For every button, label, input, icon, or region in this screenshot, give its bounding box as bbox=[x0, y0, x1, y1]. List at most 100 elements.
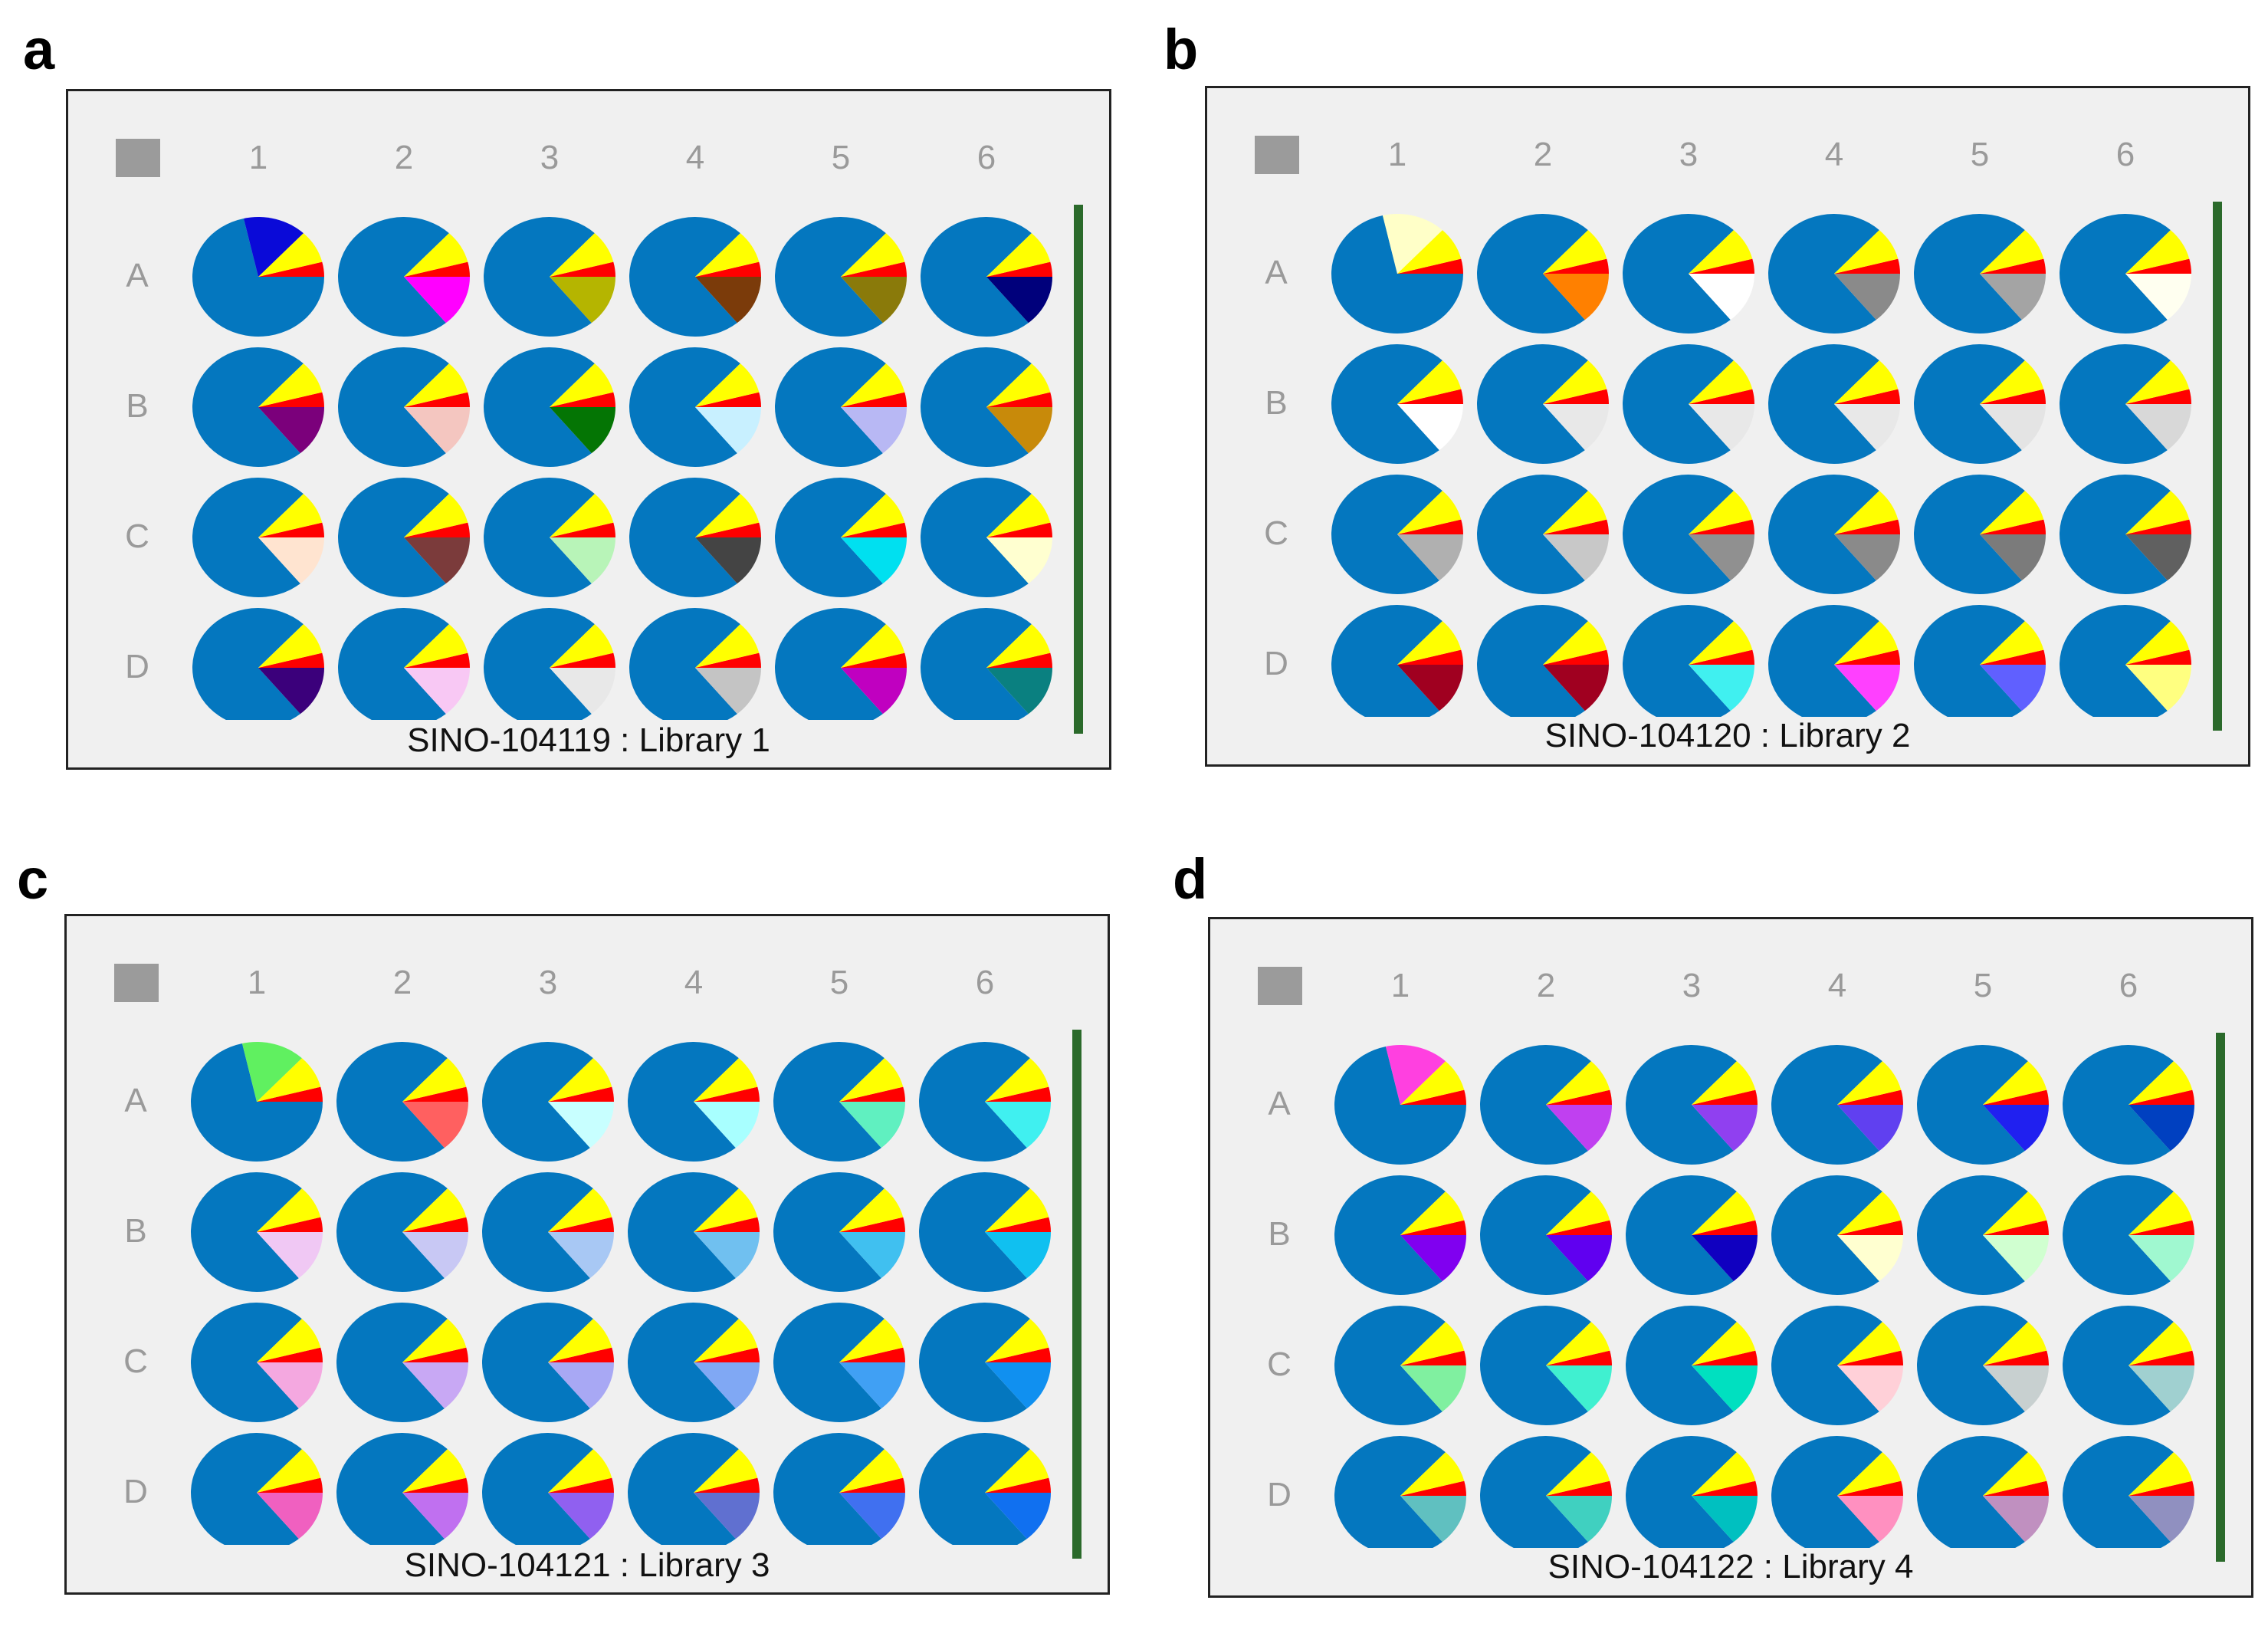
well-A3[interactable] bbox=[482, 1042, 614, 1162]
well-D1[interactable] bbox=[192, 608, 324, 720]
well-B6[interactable] bbox=[919, 1172, 1051, 1292]
well-C2[interactable] bbox=[1477, 475, 1609, 594]
well-A4[interactable] bbox=[1768, 214, 1900, 334]
well-D2[interactable] bbox=[336, 1433, 468, 1545]
well-B1[interactable] bbox=[1331, 344, 1463, 464]
well-C6[interactable] bbox=[2063, 1306, 2194, 1425]
well-A2[interactable] bbox=[1477, 214, 1609, 334]
pie-sample-slice bbox=[694, 1232, 760, 1279]
well-A2[interactable] bbox=[336, 1042, 468, 1162]
well-D4[interactable] bbox=[1771, 1436, 1903, 1548]
well-D6[interactable] bbox=[919, 1433, 1051, 1545]
well-C5[interactable] bbox=[1917, 1306, 2049, 1425]
well-D1[interactable] bbox=[191, 1433, 323, 1545]
well-B5[interactable] bbox=[773, 1172, 905, 1292]
well-C2[interactable] bbox=[336, 1303, 468, 1422]
well-C4[interactable] bbox=[1768, 475, 1900, 595]
well-B1[interactable] bbox=[192, 347, 324, 467]
well-A6[interactable] bbox=[2060, 213, 2191, 334]
well-C1[interactable] bbox=[192, 478, 324, 597]
well-B3[interactable] bbox=[482, 1172, 614, 1292]
well-D5[interactable] bbox=[1914, 605, 2046, 717]
well-A1[interactable] bbox=[1331, 214, 1463, 334]
well-A6[interactable] bbox=[2063, 1045, 2194, 1165]
pie-red-slice bbox=[1689, 258, 1754, 274]
well-C2[interactable] bbox=[1480, 1306, 1612, 1425]
well-D6[interactable] bbox=[2060, 605, 2191, 717]
well-C4[interactable] bbox=[629, 478, 762, 598]
well-A4[interactable] bbox=[629, 217, 762, 337]
well-B4[interactable] bbox=[1768, 344, 1900, 464]
well-D5[interactable] bbox=[1917, 1436, 2049, 1548]
well-A5[interactable] bbox=[774, 217, 907, 337]
well-B4[interactable] bbox=[627, 1172, 760, 1292]
well-D5[interactable] bbox=[773, 1433, 905, 1545]
well-C2[interactable] bbox=[337, 478, 470, 597]
well-B2[interactable] bbox=[336, 1172, 468, 1292]
well-D2[interactable] bbox=[1480, 1436, 1612, 1548]
well-D6[interactable] bbox=[2063, 1436, 2194, 1548]
well-B3[interactable] bbox=[484, 347, 615, 467]
well-C1[interactable] bbox=[1334, 1306, 1466, 1425]
well-D3[interactable] bbox=[1626, 1436, 1758, 1548]
well-A6[interactable] bbox=[919, 1042, 1051, 1162]
well-A1[interactable] bbox=[1334, 1045, 1466, 1165]
well-D4[interactable] bbox=[629, 608, 762, 720]
well-C1[interactable] bbox=[191, 1303, 323, 1422]
well-A5[interactable] bbox=[1914, 214, 2046, 334]
well-A5[interactable] bbox=[773, 1042, 905, 1162]
column-label: 4 bbox=[685, 139, 705, 176]
well-C4[interactable] bbox=[1771, 1306, 1903, 1425]
well-B1[interactable] bbox=[191, 1172, 323, 1292]
well-D2[interactable] bbox=[1477, 605, 1609, 717]
well-C5[interactable] bbox=[775, 478, 907, 598]
well-D4[interactable] bbox=[1768, 605, 1900, 717]
well-C6[interactable] bbox=[921, 478, 1052, 597]
well-D1[interactable] bbox=[1331, 605, 1463, 717]
well-B5[interactable] bbox=[1917, 1175, 2049, 1295]
well-C5[interactable] bbox=[773, 1303, 905, 1422]
well-A3[interactable] bbox=[1626, 1045, 1758, 1165]
well-A4[interactable] bbox=[627, 1042, 760, 1162]
well-B1[interactable] bbox=[1334, 1175, 1466, 1295]
well-C4[interactable] bbox=[627, 1303, 760, 1422]
well-D2[interactable] bbox=[338, 608, 470, 720]
well-A3[interactable] bbox=[484, 217, 615, 337]
well-A3[interactable] bbox=[1623, 214, 1754, 334]
well-C1[interactable] bbox=[1331, 475, 1463, 594]
well-C6[interactable] bbox=[919, 1303, 1051, 1422]
well-B3[interactable] bbox=[1626, 1175, 1758, 1295]
well-A1[interactable] bbox=[192, 217, 324, 337]
well-B2[interactable] bbox=[337, 347, 470, 467]
well-A5[interactable] bbox=[1917, 1045, 2049, 1165]
well-B6[interactable] bbox=[921, 347, 1052, 467]
well-A2[interactable] bbox=[1480, 1045, 1612, 1165]
pie-sample-slice bbox=[1834, 534, 1900, 581]
well-D1[interactable] bbox=[1334, 1436, 1466, 1548]
well-C6[interactable] bbox=[2060, 475, 2191, 594]
well-A1[interactable] bbox=[191, 1042, 323, 1162]
well-C5[interactable] bbox=[1914, 475, 2046, 595]
well-A2[interactable] bbox=[337, 217, 470, 337]
well-D3[interactable] bbox=[482, 1433, 614, 1545]
well-C3[interactable] bbox=[1623, 475, 1754, 594]
well-D3[interactable] bbox=[484, 608, 615, 720]
well-B2[interactable] bbox=[1480, 1175, 1612, 1295]
well-B2[interactable] bbox=[1477, 344, 1609, 464]
well-D3[interactable] bbox=[1623, 605, 1754, 717]
well-D4[interactable] bbox=[628, 1433, 760, 1545]
well-B5[interactable] bbox=[1914, 344, 2046, 464]
well-C3[interactable] bbox=[1626, 1306, 1758, 1425]
well-B6[interactable] bbox=[2063, 1175, 2194, 1295]
well-D6[interactable] bbox=[921, 608, 1052, 720]
well-B4[interactable] bbox=[629, 347, 762, 467]
well-B6[interactable] bbox=[2060, 344, 2191, 464]
well-A6[interactable] bbox=[921, 216, 1052, 337]
well-C3[interactable] bbox=[484, 478, 615, 597]
well-B5[interactable] bbox=[775, 347, 907, 467]
well-A4[interactable] bbox=[1771, 1045, 1903, 1165]
well-D5[interactable] bbox=[775, 608, 907, 720]
well-B3[interactable] bbox=[1623, 344, 1754, 464]
well-C3[interactable] bbox=[482, 1303, 614, 1422]
well-B4[interactable] bbox=[1771, 1175, 1903, 1295]
